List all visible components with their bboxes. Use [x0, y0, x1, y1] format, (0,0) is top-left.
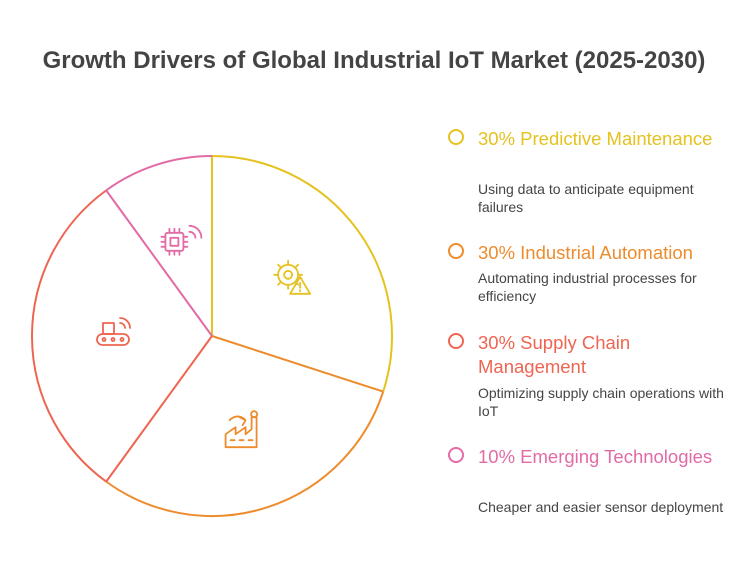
gear-warning-icon	[273, 259, 312, 295]
legend-label-emerging-technologies: 10% Emerging Technologies	[478, 446, 713, 467]
slice-industrial-automation	[105, 391, 385, 517]
slice-edge-supply-chain-management	[105, 335, 213, 483]
legend-label-supply-chain-management: 30% Supply Chain Management	[478, 332, 631, 377]
legend-marker-industrial-automation	[448, 243, 464, 259]
legend-label-industrial-automation: 30% Industrial Automation	[478, 242, 693, 263]
slice-edge-emerging-technologies	[105, 189, 213, 337]
chart-title: Growth Drivers of Global Industrial IoT …	[42, 47, 706, 74]
slice-edge-industrial-automation	[211, 335, 384, 393]
legend-desc-predictive-maintenance: Using data to anticipate equipment failu…	[478, 181, 694, 215]
chip-sensor-icon	[160, 224, 203, 256]
slice-emerging-technologies	[105, 155, 213, 192]
legend-label-predictive-maintenance: 30% Predictive Maintenance	[478, 128, 713, 149]
legend-desc-supply-chain-management: Optimizing supply chain operations with …	[478, 385, 724, 419]
slice-predictive-maintenance	[211, 155, 393, 392]
factory-icon	[224, 410, 259, 449]
legend-marker-supply-chain-management	[448, 333, 464, 349]
legend-desc-industrial-automation: Automating industrial processes for effi…	[478, 270, 697, 304]
legend-marker-emerging-technologies	[448, 447, 464, 463]
legend-desc-emerging-technologies: Cheaper and easier sensor deployment	[478, 499, 724, 515]
slice-supply-chain-management	[31, 189, 107, 483]
conveyor-wireless-icon	[96, 317, 131, 346]
legend-marker-predictive-maintenance	[448, 129, 464, 145]
